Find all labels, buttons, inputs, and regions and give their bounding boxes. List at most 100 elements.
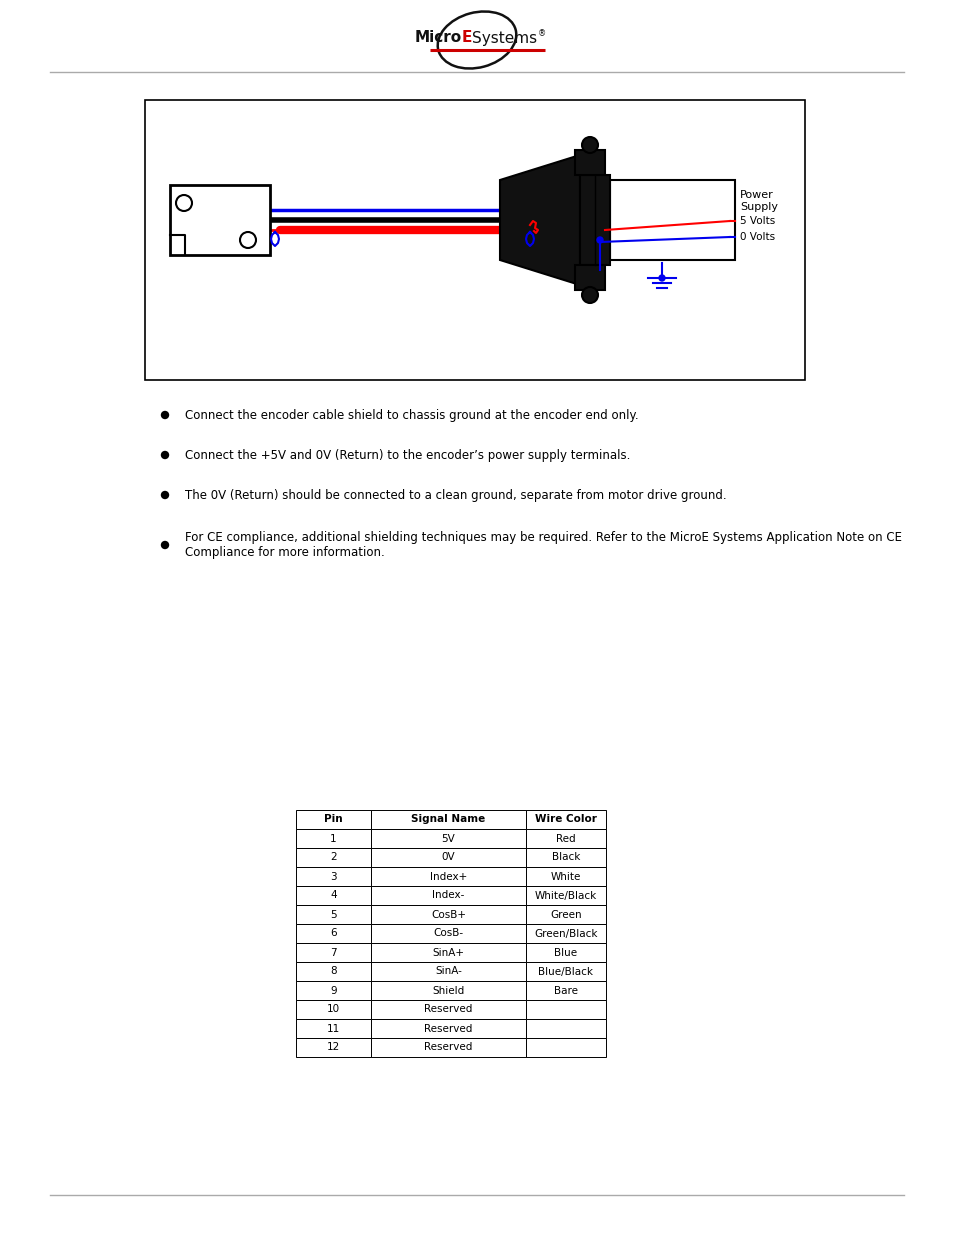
Bar — [145, 100, 804, 380]
Text: 11: 11 — [327, 1024, 340, 1034]
Text: 0V: 0V — [441, 852, 455, 862]
Text: 5V: 5V — [441, 834, 455, 844]
Bar — [525, 1000, 605, 1019]
Bar — [525, 885, 605, 905]
Text: CosB+: CosB+ — [431, 909, 465, 920]
Bar — [295, 1019, 371, 1037]
Text: Green/Black: Green/Black — [534, 929, 598, 939]
Text: White: White — [550, 872, 580, 882]
Text: White/Black: White/Black — [535, 890, 597, 900]
Text: Systems: Systems — [472, 31, 537, 46]
Circle shape — [161, 541, 169, 548]
Text: E: E — [461, 31, 472, 46]
Bar — [371, 905, 525, 924]
Polygon shape — [499, 156, 579, 285]
Text: 12: 12 — [327, 1042, 340, 1052]
Bar — [295, 1037, 371, 1057]
Circle shape — [161, 492, 169, 499]
Circle shape — [659, 275, 664, 282]
Bar — [525, 905, 605, 924]
Text: 6: 6 — [330, 929, 336, 939]
Bar — [525, 924, 605, 944]
Bar — [609, 180, 734, 261]
Bar — [295, 924, 371, 944]
Bar — [371, 924, 525, 944]
Bar — [525, 810, 605, 829]
Circle shape — [240, 232, 255, 248]
Bar — [371, 885, 525, 905]
Bar — [295, 867, 371, 885]
Bar — [371, 867, 525, 885]
Bar — [295, 962, 371, 981]
Text: Connect the +5V and 0V (Return) to the encoder’s power supply terminals.: Connect the +5V and 0V (Return) to the e… — [185, 448, 630, 462]
Text: Wire Color: Wire Color — [535, 815, 597, 825]
Bar — [371, 981, 525, 1000]
Bar — [295, 905, 371, 924]
Bar — [525, 1019, 605, 1037]
Text: 3: 3 — [330, 872, 336, 882]
Text: Reserved: Reserved — [424, 1042, 472, 1052]
Bar — [525, 962, 605, 981]
Text: 8: 8 — [330, 967, 336, 977]
Text: Pin: Pin — [324, 815, 342, 825]
Text: For CE compliance, additional shielding techniques may be required. Refer to the: For CE compliance, additional shielding … — [185, 531, 901, 559]
Circle shape — [161, 411, 169, 419]
Text: Blue/Black: Blue/Black — [537, 967, 593, 977]
Bar — [579, 175, 609, 266]
Bar — [371, 829, 525, 848]
Circle shape — [597, 237, 602, 243]
Bar — [295, 810, 371, 829]
Bar — [170, 185, 270, 254]
Circle shape — [175, 195, 192, 211]
Bar — [575, 266, 604, 290]
Circle shape — [581, 287, 598, 303]
Bar — [371, 848, 525, 867]
Bar — [371, 810, 525, 829]
Bar — [525, 944, 605, 962]
Text: Bare: Bare — [554, 986, 578, 995]
Bar — [371, 1000, 525, 1019]
Bar — [295, 944, 371, 962]
Bar — [371, 944, 525, 962]
Text: 5 Volts: 5 Volts — [740, 216, 775, 226]
Bar — [295, 829, 371, 848]
Text: Connect the encoder cable shield to chassis ground at the encoder end only.: Connect the encoder cable shield to chas… — [185, 409, 638, 421]
Text: SinA+: SinA+ — [432, 947, 464, 957]
Text: Signal Name: Signal Name — [411, 815, 485, 825]
Bar — [525, 848, 605, 867]
Text: Shield: Shield — [432, 986, 464, 995]
Text: 0 Volts: 0 Volts — [740, 232, 774, 242]
Text: Reserved: Reserved — [424, 1004, 472, 1014]
Circle shape — [581, 137, 598, 153]
Bar — [371, 962, 525, 981]
Text: SinA-: SinA- — [435, 967, 461, 977]
Bar — [295, 981, 371, 1000]
Text: ®: ® — [537, 28, 546, 38]
Bar — [575, 149, 604, 175]
Bar — [371, 1019, 525, 1037]
Text: The 0V (Return) should be connected to a clean ground, separate from motor drive: The 0V (Return) should be connected to a… — [185, 489, 726, 501]
Bar — [295, 848, 371, 867]
Text: CosB-: CosB- — [433, 929, 463, 939]
Text: 4: 4 — [330, 890, 336, 900]
Bar — [295, 1000, 371, 1019]
Bar — [525, 1037, 605, 1057]
Text: Index-: Index- — [432, 890, 464, 900]
Text: Black: Black — [551, 852, 579, 862]
Text: Micro: Micro — [415, 31, 461, 46]
Text: 1: 1 — [330, 834, 336, 844]
Bar — [295, 885, 371, 905]
Text: 7: 7 — [330, 947, 336, 957]
Bar — [525, 867, 605, 885]
Text: Blue: Blue — [554, 947, 577, 957]
Text: Reserved: Reserved — [424, 1024, 472, 1034]
Text: Index+: Index+ — [430, 872, 467, 882]
Text: Red: Red — [556, 834, 576, 844]
Bar — [371, 1037, 525, 1057]
Bar — [525, 981, 605, 1000]
Text: 10: 10 — [327, 1004, 339, 1014]
Circle shape — [161, 452, 169, 458]
Text: 5: 5 — [330, 909, 336, 920]
Text: Green: Green — [550, 909, 581, 920]
Text: 2: 2 — [330, 852, 336, 862]
